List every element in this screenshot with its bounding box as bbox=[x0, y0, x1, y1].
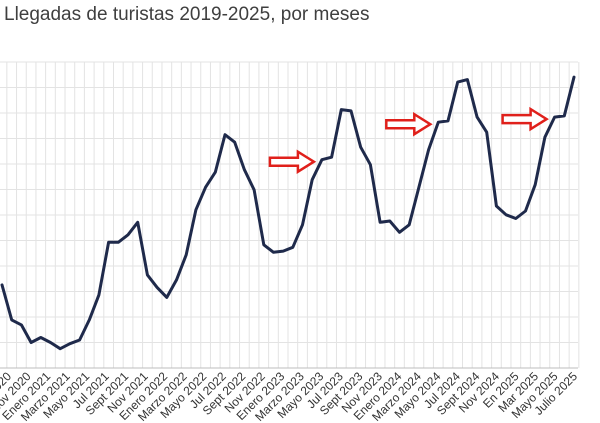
arrow-annotation-2 bbox=[385, 111, 433, 137]
annotation-arrows bbox=[268, 106, 549, 174]
series-line bbox=[0, 75, 576, 351]
horizontal-gridlines bbox=[0, 61, 578, 369]
arrow-annotation-3 bbox=[501, 106, 549, 132]
arrow-annotation-1 bbox=[268, 149, 317, 174]
chart-title: Llegadas de turistas 2019-2025, por mese… bbox=[4, 4, 370, 25]
